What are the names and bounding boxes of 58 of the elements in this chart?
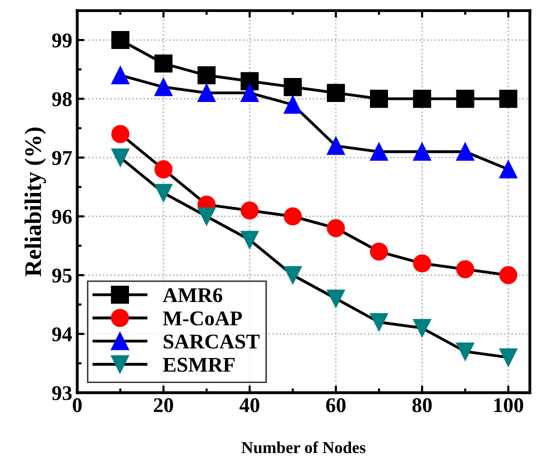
point: [370, 313, 388, 332]
point: [370, 242, 388, 261]
point: [326, 84, 345, 102]
x-tick-label: 100: [494, 398, 524, 412]
point: [284, 78, 302, 96]
point: [284, 96, 302, 114]
x-axis-title: Number of Nodes: [242, 441, 366, 454]
legend-label: ESMRF: [163, 358, 235, 372]
legend-label: SARCAST: [164, 334, 260, 349]
legend-label: M-CoAP: [163, 311, 242, 326]
point: [111, 148, 130, 167]
point: [154, 160, 172, 178]
point: [284, 266, 302, 284]
point: [370, 142, 388, 161]
point: [456, 90, 474, 108]
point: [326, 219, 345, 238]
point: [154, 54, 172, 73]
x-tick-label: 0: [72, 398, 82, 412]
point: [456, 142, 474, 161]
point: [284, 207, 302, 226]
y-axis-title: Reliability (%): [24, 128, 46, 276]
point: [370, 90, 388, 108]
y-tick-label: 98: [52, 92, 72, 106]
y-tick-label: 99: [52, 33, 72, 48]
legend-label: AMR6: [162, 288, 222, 302]
x-tick-label: 60: [326, 398, 346, 412]
point: [413, 90, 432, 108]
point: [198, 84, 216, 102]
point: [499, 348, 518, 366]
x-tick-label: 40: [240, 398, 260, 412]
point: [198, 207, 216, 226]
point: [240, 72, 259, 90]
x-tick-label: 80: [412, 398, 432, 412]
point: [456, 342, 474, 361]
y-tick-label: 97: [52, 151, 72, 166]
x-tick-label: 20: [154, 398, 174, 412]
point: [240, 201, 259, 220]
point: [499, 160, 518, 178]
point: [413, 319, 432, 338]
point: [456, 260, 474, 278]
y-tick-label: 95: [52, 268, 72, 283]
y-tick-label: 96: [52, 210, 72, 224]
point: [154, 78, 172, 96]
point: [111, 30, 130, 50]
point: [326, 136, 345, 155]
point: [111, 66, 130, 84]
point: [154, 184, 172, 202]
point: [499, 266, 518, 284]
y-tick-label: 93: [52, 386, 72, 400]
point: [111, 125, 130, 144]
point: [326, 290, 345, 308]
point: [499, 90, 518, 108]
y-tick-label: 94: [52, 327, 72, 342]
point: [240, 84, 259, 102]
point: [413, 142, 432, 161]
point: [413, 254, 432, 272]
point: [198, 66, 216, 84]
point: [240, 230, 259, 249]
